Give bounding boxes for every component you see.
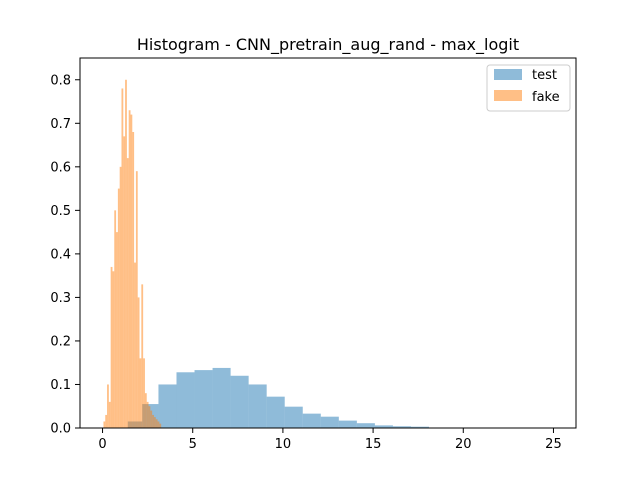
bar-fake-1 bbox=[105, 414, 108, 428]
plot-area bbox=[103, 79, 556, 429]
x-tick-label: 20 bbox=[455, 437, 472, 452]
y-tick-label: 0.2 bbox=[50, 334, 71, 349]
bar-fake-23 bbox=[144, 393, 147, 428]
y-tick-label: 0.0 bbox=[50, 422, 71, 437]
bar-test-13 bbox=[338, 420, 357, 428]
bar-fake-22 bbox=[143, 358, 145, 428]
y-tick-label: 0.7 bbox=[50, 117, 71, 132]
bar-fake-19 bbox=[137, 297, 140, 428]
bar-fake-25 bbox=[148, 406, 151, 428]
bar-test-3 bbox=[158, 384, 177, 428]
bar-test-9 bbox=[266, 396, 285, 428]
bar-fake-15 bbox=[130, 114, 133, 429]
bar-fake-24 bbox=[146, 401, 149, 428]
bar-test-4 bbox=[176, 372, 195, 428]
bar-fake-29 bbox=[155, 419, 158, 428]
y-axis: 0.0 0.1 0.2 0.3 0.4 0.5 0.6 0.7 0.8 bbox=[50, 73, 80, 437]
y-tick-label: 0.6 bbox=[50, 160, 71, 175]
bar-fake-2 bbox=[107, 384, 109, 428]
bar-test-6 bbox=[212, 367, 231, 428]
bar-fake-4 bbox=[110, 266, 113, 428]
bar-fake-18 bbox=[135, 171, 138, 429]
bar-fake-21 bbox=[141, 284, 144, 428]
bar-fake-17 bbox=[134, 262, 136, 428]
bar-test-12 bbox=[320, 416, 339, 428]
axes-frame bbox=[79, 57, 577, 429]
bar-fake-3 bbox=[108, 401, 111, 428]
bar-test-14 bbox=[356, 423, 375, 428]
y-tick-label: 0.1 bbox=[50, 378, 71, 393]
bar-test-11 bbox=[302, 413, 321, 428]
y-tick-label: 0.4 bbox=[50, 247, 71, 262]
bar-test-7 bbox=[230, 375, 249, 428]
bar-fake-7 bbox=[116, 232, 118, 428]
x-tick-label: 0 bbox=[98, 437, 106, 452]
bar-fake-31 bbox=[159, 423, 162, 428]
bar-fake-14 bbox=[128, 110, 131, 428]
bar-test-10 bbox=[284, 406, 303, 428]
legend-label-test: test bbox=[532, 68, 557, 83]
bar-fake-0 bbox=[103, 421, 106, 428]
bar-fake-28 bbox=[153, 417, 156, 428]
x-tick-label: 10 bbox=[275, 437, 292, 452]
series-test bbox=[127, 367, 556, 428]
legend-swatch-test bbox=[494, 69, 522, 80]
bar-test-15 bbox=[374, 425, 393, 428]
x-tick-label: 5 bbox=[189, 437, 197, 452]
x-tick-label: 25 bbox=[545, 437, 562, 452]
chart-title: Histogram - CNN_pretrain_aug_rand - max_… bbox=[137, 35, 519, 55]
bar-test-5 bbox=[194, 370, 213, 428]
y-tick-label: 0.5 bbox=[50, 204, 71, 219]
x-axis: 0 5 10 15 20 25 bbox=[98, 428, 562, 452]
bar-test-8 bbox=[248, 384, 267, 428]
bar-fake-16 bbox=[132, 132, 135, 428]
x-tick-label: 15 bbox=[365, 437, 382, 452]
y-tick-label: 0.3 bbox=[50, 291, 71, 306]
bar-fake-13 bbox=[126, 158, 129, 428]
bar-fake-20 bbox=[139, 358, 142, 428]
bar-fake-5 bbox=[112, 271, 115, 428]
series-fake bbox=[103, 79, 162, 429]
bar-fake-26 bbox=[150, 410, 153, 428]
legend: test fake bbox=[486, 64, 571, 112]
bar-test-16 bbox=[392, 426, 411, 428]
bar-fake-11 bbox=[123, 136, 126, 428]
bar-fake-27 bbox=[152, 414, 154, 428]
bar-fake-30 bbox=[157, 421, 160, 428]
bar-fake-12 bbox=[125, 79, 127, 428]
bar-test-17 bbox=[410, 426, 430, 428]
bar-fake-8 bbox=[117, 188, 120, 428]
legend-swatch-fake bbox=[494, 90, 522, 101]
bar-fake-6 bbox=[114, 210, 117, 428]
bar-fake-10 bbox=[121, 88, 124, 429]
y-tick-label: 0.8 bbox=[50, 73, 71, 88]
bar-fake-9 bbox=[119, 166, 122, 428]
legend-label-fake: fake bbox=[532, 90, 560, 105]
